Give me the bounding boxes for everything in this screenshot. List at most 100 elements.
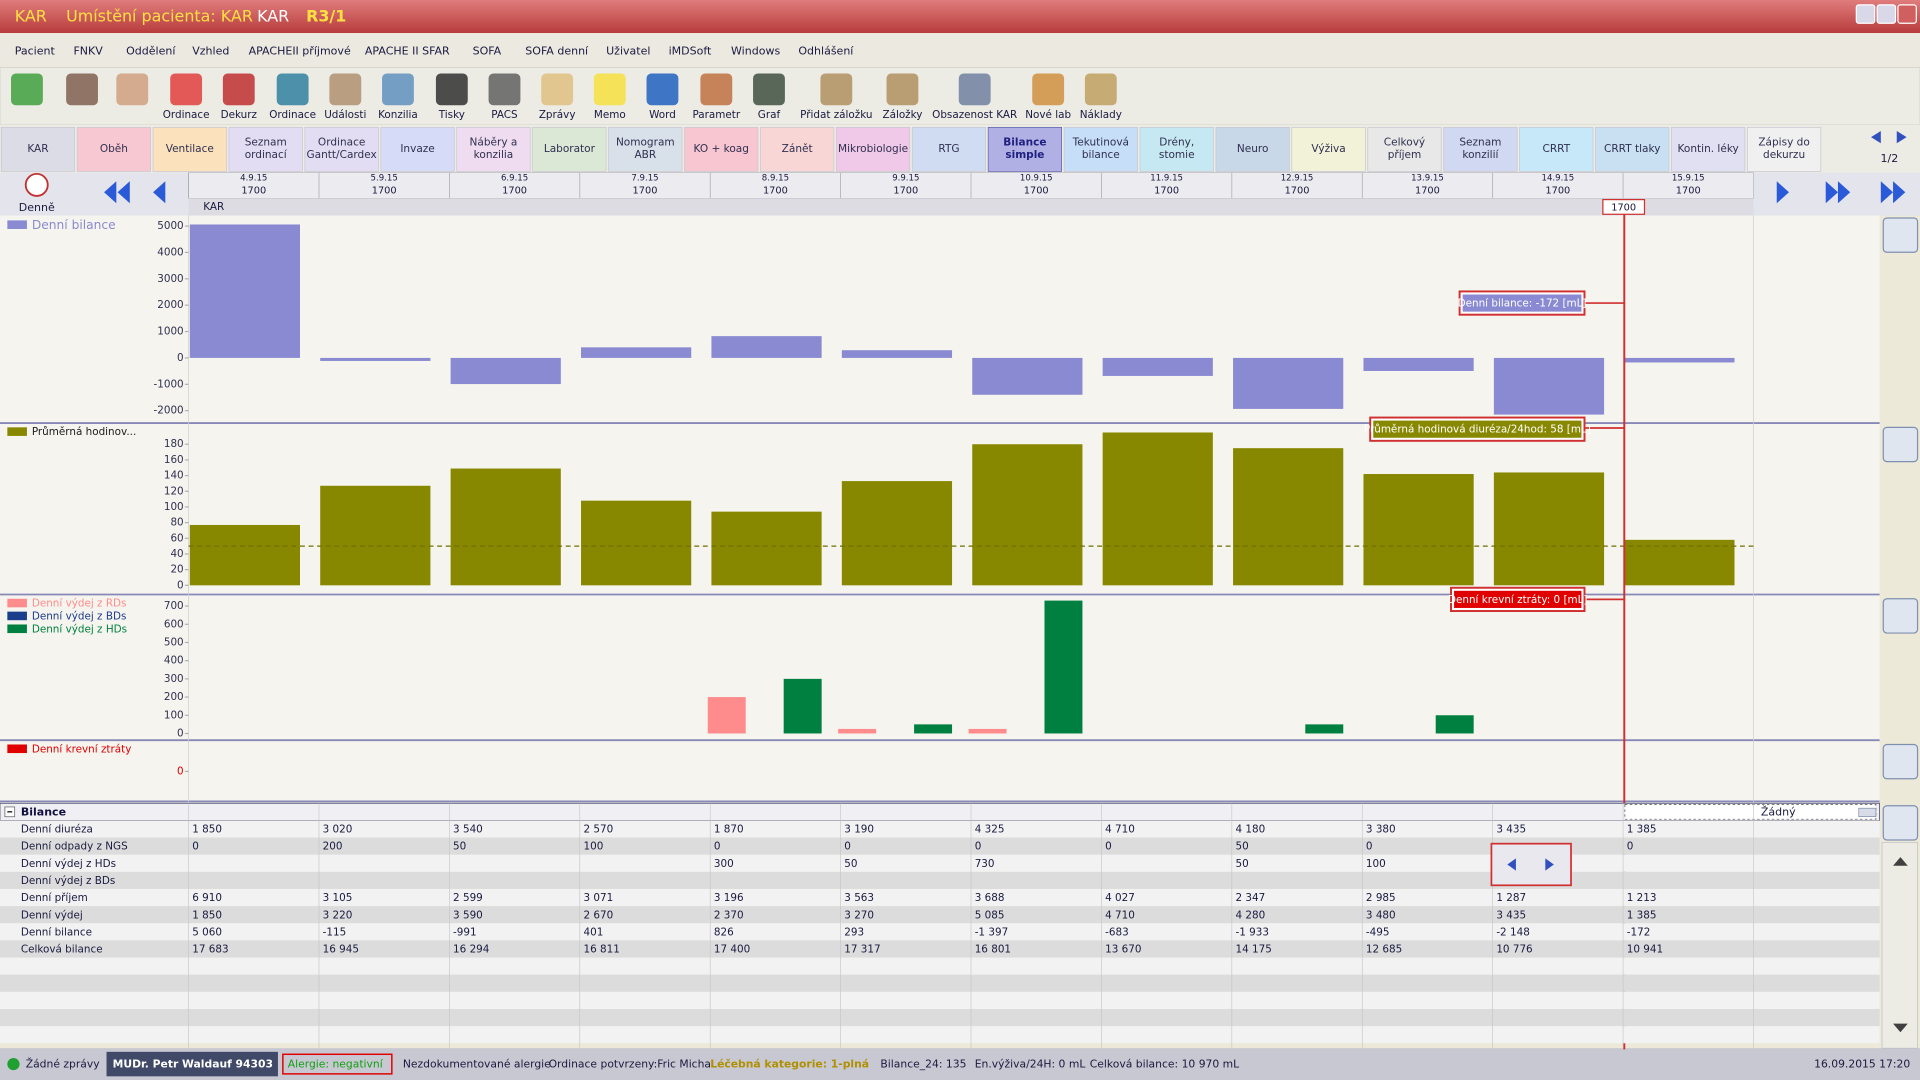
menu-item[interactable]: Vzhled — [192, 44, 229, 57]
tab[interactable] — [0, 126, 76, 172]
tab-prev[interactable] — [1871, 131, 1881, 144]
tab-label-box[interactable]: Mikrobiologie — [836, 127, 909, 171]
tab-label[interactable]: KO + koag — [693, 143, 749, 156]
tab-label-box[interactable]: Nomogram ABR — [609, 127, 682, 171]
tab[interactable] — [760, 126, 835, 172]
toolbar-label[interactable]: Nové lab — [1025, 109, 1071, 121]
toolbar-icon[interactable] — [1084, 73, 1117, 106]
tab-label[interactable]: Ordinace Gantt/Cardex — [306, 137, 377, 162]
menu-item[interactable]: Uživatel — [606, 44, 650, 57]
tab-label[interactable]: Bilance simple — [1003, 137, 1047, 162]
tab[interactable] — [380, 126, 455, 172]
tab-label-box[interactable]: Seznam konzilií — [1444, 127, 1517, 171]
window-button[interactable] — [1855, 4, 1876, 24]
toolbar-label[interactable]: Ordinace — [269, 109, 316, 121]
tab[interactable] — [1595, 126, 1670, 172]
tab-label-box[interactable]: Zápisy do dekurzu — [1747, 127, 1820, 171]
toolbar-icon[interactable] — [958, 73, 991, 106]
tab-label-box[interactable]: Náběry a konzilia — [457, 127, 530, 171]
tab[interactable] — [76, 126, 151, 172]
tab[interactable] — [1443, 126, 1518, 172]
tab-label[interactable]: Invaze — [400, 143, 435, 156]
tab[interactable] — [835, 126, 911, 172]
toolbar-label[interactable]: Ordinace — [163, 109, 210, 121]
tab-label-box[interactable]: Kontin. léky — [1671, 127, 1744, 171]
tab[interactable] — [1367, 126, 1442, 172]
toolbar-icon[interactable] — [116, 73, 149, 106]
tab[interactable] — [1215, 126, 1290, 172]
tab[interactable] — [1063, 126, 1138, 172]
tab-label[interactable]: Celkový příjem — [1383, 137, 1426, 162]
tab-label[interactable]: CRRT tlaky — [1604, 143, 1661, 156]
next-page[interactable] — [1776, 181, 1789, 204]
toolbar-icon[interactable] — [1032, 73, 1065, 106]
tab[interactable] — [987, 126, 1062, 172]
tab-next[interactable] — [1896, 131, 1907, 144]
tab-label[interactable]: Kontin. léky — [1677, 143, 1739, 156]
menu-item[interactable]: SOFA denní — [525, 44, 589, 57]
tab-label-box[interactable]: KAR — [1, 127, 74, 171]
toolbar-icon[interactable] — [276, 73, 309, 106]
side-button[interactable] — [1882, 426, 1919, 463]
nav-prev[interactable] — [1507, 858, 1516, 871]
toolbar-label[interactable]: Přidat záložku — [800, 109, 872, 121]
tab-label[interactable]: RTG — [938, 143, 960, 156]
toolbar-label[interactable]: Memo — [594, 109, 626, 121]
tab-label[interactable]: Neuro — [1236, 143, 1269, 156]
tab[interactable] — [304, 126, 379, 172]
tab-label-box[interactable]: KO + koag — [684, 127, 757, 171]
first-page[interactable] — [104, 181, 130, 204]
toolbar-icon[interactable] — [435, 73, 468, 106]
toolbar-icon[interactable] — [820, 73, 853, 106]
tab-label-box[interactable]: Tekutinová bilance — [1064, 127, 1137, 171]
toolbar-label[interactable]: Obsazenost KAR — [932, 109, 1017, 121]
tab[interactable] — [684, 126, 759, 172]
nav-next[interactable] — [1545, 858, 1554, 871]
toolbar-label[interactable]: Náklady — [1080, 109, 1122, 121]
tab-label[interactable]: Náběry a konzilia — [469, 137, 518, 162]
tab-label[interactable]: Zánět — [781, 143, 813, 156]
menu-item[interactable]: iMDSoft — [669, 44, 712, 57]
toolbar-icon[interactable] — [170, 73, 203, 106]
toolbar-icon[interactable] — [11, 73, 43, 106]
side-button[interactable] — [1882, 598, 1919, 634]
menu-item[interactable]: Odhlášení — [798, 44, 854, 57]
tab-label[interactable]: Zápisy do dekurzu — [1758, 137, 1810, 162]
toolbar-icon[interactable] — [329, 73, 362, 106]
toolbar-icon[interactable] — [488, 73, 521, 106]
toolbar-icon[interactable] — [886, 73, 919, 106]
tab-label-box[interactable]: Laborator — [533, 127, 606, 171]
tab-label[interactable]: Ventilace — [165, 143, 214, 156]
tab-label-box[interactable]: Neuro — [1216, 127, 1289, 171]
menu-item[interactable]: APACHEII příjmové — [249, 44, 351, 57]
tab-label[interactable]: Nomogram ABR — [615, 137, 675, 162]
tab[interactable] — [1671, 126, 1746, 172]
tab-label-box[interactable]: Drény, stomie — [1140, 127, 1213, 171]
tab-label[interactable]: CRRT — [1542, 143, 1571, 156]
tab[interactable] — [1139, 126, 1214, 172]
tab-label-box[interactable]: RTG — [912, 127, 985, 171]
next-fast[interactable] — [1825, 181, 1851, 204]
tab-label-box[interactable]: CRRT — [1520, 127, 1593, 171]
toolbar-icon[interactable] — [66, 73, 98, 106]
tab-label[interactable]: Oběh — [99, 143, 128, 156]
toolbar-icon[interactable] — [646, 73, 679, 106]
toolbar-label[interactable]: Dekurz — [221, 109, 257, 121]
filter-value[interactable]: Žádný — [1761, 805, 1796, 818]
menu-item[interactable]: Oddělení — [126, 44, 176, 57]
last-page[interactable] — [1880, 181, 1906, 204]
tab-label-box[interactable]: Celkový příjem — [1368, 127, 1441, 171]
tab[interactable] — [608, 126, 683, 172]
menu-item[interactable]: Windows — [731, 44, 780, 57]
filter-box[interactable] — [1624, 804, 1877, 820]
tab-label-box[interactable]: Oběh — [77, 127, 150, 171]
toolbar-label[interactable]: Zprávy — [539, 109, 576, 121]
menu-item[interactable]: SOFA — [473, 44, 502, 57]
menu-item[interactable]: FNKV — [73, 44, 103, 57]
window-button[interactable] — [1876, 4, 1897, 24]
tab-label[interactable]: Výživa — [1311, 143, 1346, 156]
side-button[interactable] — [1882, 805, 1919, 841]
menu-item[interactable]: APACHE II SFAR — [365, 44, 450, 57]
tab[interactable] — [911, 126, 987, 172]
period-label[interactable]: Denně — [19, 201, 55, 214]
